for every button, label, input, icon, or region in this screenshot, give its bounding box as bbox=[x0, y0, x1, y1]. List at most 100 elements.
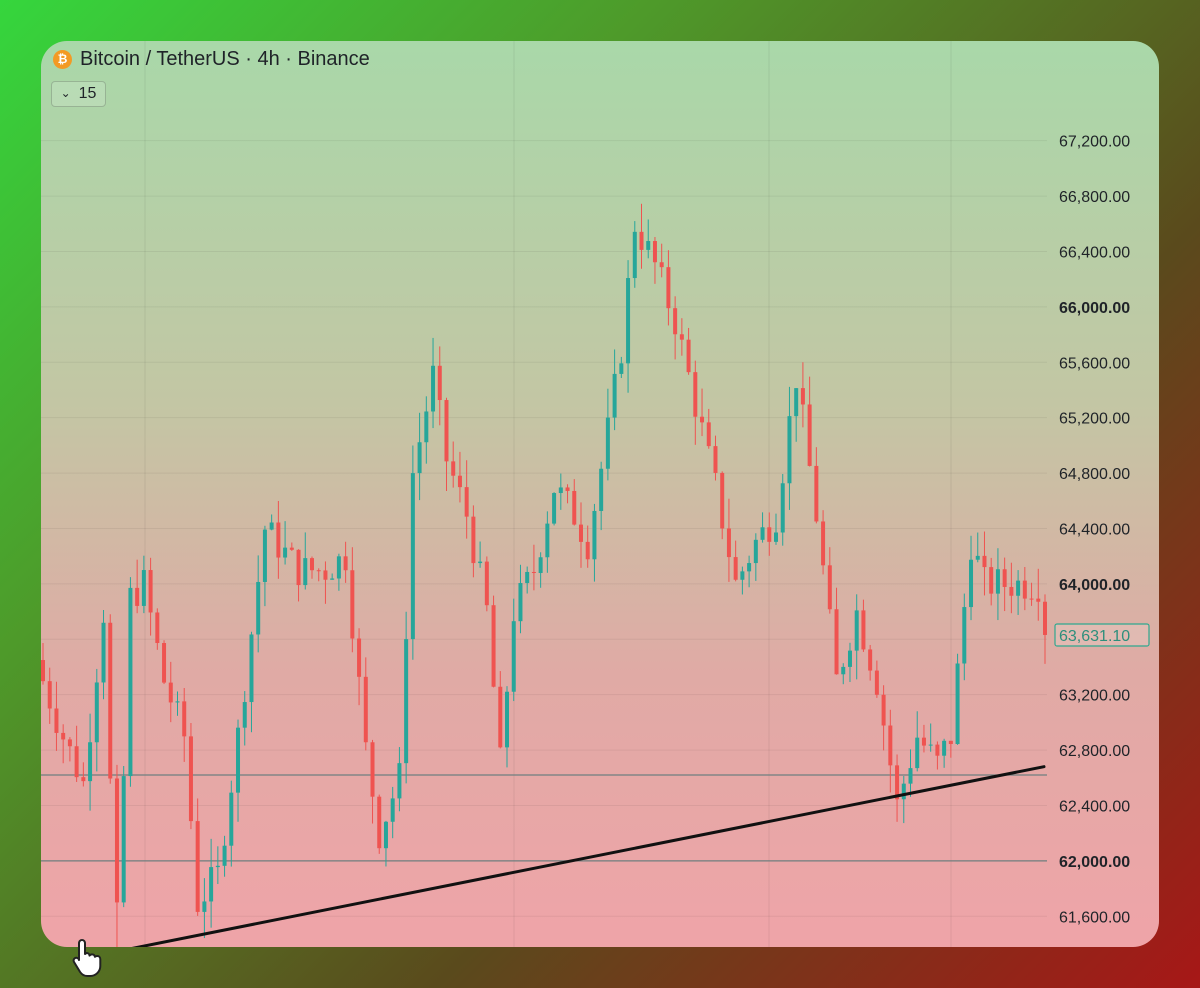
candle-body bbox=[343, 556, 348, 571]
candle-body bbox=[471, 516, 476, 564]
candle-body bbox=[188, 736, 193, 822]
candle-body bbox=[673, 308, 678, 335]
candle-body bbox=[202, 901, 207, 912]
candle-body bbox=[733, 557, 738, 580]
y-axis-tick-label: 62,800.00 bbox=[1059, 743, 1130, 760]
candle-body bbox=[390, 798, 395, 822]
candle-body bbox=[626, 278, 631, 364]
candle-body bbox=[760, 527, 765, 540]
candle-body bbox=[182, 701, 187, 737]
candle-body bbox=[323, 570, 328, 580]
chevron-down-icon: ⌄ bbox=[60, 86, 71, 100]
candle-body bbox=[666, 267, 671, 309]
candle-body bbox=[155, 612, 160, 644]
candle-body bbox=[935, 744, 940, 756]
candle-body bbox=[652, 241, 657, 263]
candle-body bbox=[928, 744, 933, 746]
interval-dropdown[interactable]: ⌄ 15 bbox=[51, 81, 106, 107]
candle-body bbox=[330, 578, 335, 580]
candle-body bbox=[800, 388, 805, 405]
y-axis-tick-label: 67,200.00 bbox=[1059, 134, 1130, 151]
candle-body bbox=[511, 621, 516, 692]
candle-body bbox=[948, 740, 953, 745]
ascending-trendline bbox=[131, 765, 1046, 947]
candle-body bbox=[995, 569, 1000, 594]
candle-body bbox=[444, 400, 449, 462]
candle-body bbox=[861, 610, 866, 650]
candle-body bbox=[565, 487, 570, 491]
bitcoin-icon: ₿ bbox=[53, 49, 72, 69]
candle-body bbox=[74, 746, 79, 778]
candle-body bbox=[639, 231, 644, 250]
hand-cursor-icon bbox=[72, 939, 102, 977]
y-axis-tick-label: 63,200.00 bbox=[1059, 688, 1130, 705]
y-axis-tick-label: 66,800.00 bbox=[1059, 189, 1130, 206]
y-axis-tick-label: 61,600.00 bbox=[1059, 909, 1130, 926]
candle-body bbox=[659, 262, 664, 268]
candle-body bbox=[101, 622, 106, 683]
candle-body bbox=[67, 739, 72, 747]
candle-body bbox=[518, 583, 523, 622]
candle-body bbox=[464, 487, 469, 517]
candle-body bbox=[451, 461, 456, 476]
symbol-header[interactable]: ₿ Bitcoin / TetherUS · 4h · Binance bbox=[53, 47, 370, 71]
candle-body bbox=[41, 660, 45, 682]
candle-body bbox=[888, 725, 893, 766]
candle-body bbox=[88, 742, 93, 782]
candle-body bbox=[747, 563, 752, 572]
candle-body bbox=[370, 742, 375, 797]
candle-body bbox=[269, 522, 274, 530]
candle-body bbox=[404, 639, 409, 764]
candle-body bbox=[821, 521, 826, 566]
candle-body bbox=[767, 527, 772, 542]
candle-body bbox=[834, 609, 839, 675]
y-axis-tick-label: 66,000.00 bbox=[1059, 300, 1130, 317]
candle-body bbox=[982, 555, 987, 568]
candle-body bbox=[397, 763, 402, 799]
candle-body bbox=[901, 783, 906, 800]
candle-body bbox=[955, 663, 960, 745]
symbol-title: Bitcoin / TetherUS · 4h · Binance bbox=[80, 47, 370, 70]
candle-body bbox=[975, 555, 980, 560]
last-price-tag bbox=[1054, 623, 1150, 647]
candle-body bbox=[908, 768, 913, 784]
candle-body bbox=[498, 686, 503, 748]
y-axis-tick-label: 66,400.00 bbox=[1059, 244, 1130, 261]
candle-body bbox=[128, 587, 133, 777]
candle-body bbox=[585, 541, 590, 560]
candle-body bbox=[706, 422, 711, 447]
candle-body bbox=[726, 528, 731, 558]
interval-value: 15 bbox=[78, 85, 97, 102]
candlestick-chart[interactable]: 67,200.00 66,800.00 66,400.00 66,000.00 65,6… bbox=[41, 41, 1159, 947]
candle-body bbox=[256, 581, 261, 635]
y-axis-tick-label: 65,600.00 bbox=[1059, 355, 1130, 372]
candle-body bbox=[545, 523, 550, 558]
candle-body bbox=[94, 682, 99, 743]
candle-body bbox=[1002, 569, 1007, 587]
candle-body bbox=[592, 510, 597, 560]
candle-body bbox=[54, 708, 59, 733]
candle-body bbox=[121, 776, 126, 903]
candle-body bbox=[148, 570, 153, 613]
candle-body bbox=[316, 570, 321, 572]
candle-body bbox=[431, 365, 436, 412]
candle-body bbox=[1029, 598, 1034, 600]
candle-body bbox=[827, 565, 832, 610]
candle-body bbox=[599, 468, 604, 511]
candle-body bbox=[921, 737, 926, 746]
y-axis-tick-label: 62,400.00 bbox=[1059, 798, 1130, 815]
candle-body bbox=[1016, 580, 1021, 596]
candle-body bbox=[787, 416, 792, 484]
candle-body bbox=[686, 339, 691, 373]
candle-body bbox=[847, 650, 852, 667]
candle-body bbox=[807, 404, 812, 466]
candle-body bbox=[572, 490, 577, 525]
candle-body bbox=[162, 643, 167, 683]
candle-body bbox=[1036, 598, 1041, 602]
candle-body bbox=[296, 549, 301, 586]
candle-body bbox=[881, 694, 886, 726]
candle-body bbox=[135, 587, 140, 606]
candle-body bbox=[195, 821, 200, 912]
candle-body bbox=[81, 777, 86, 782]
candle-body bbox=[141, 570, 146, 606]
